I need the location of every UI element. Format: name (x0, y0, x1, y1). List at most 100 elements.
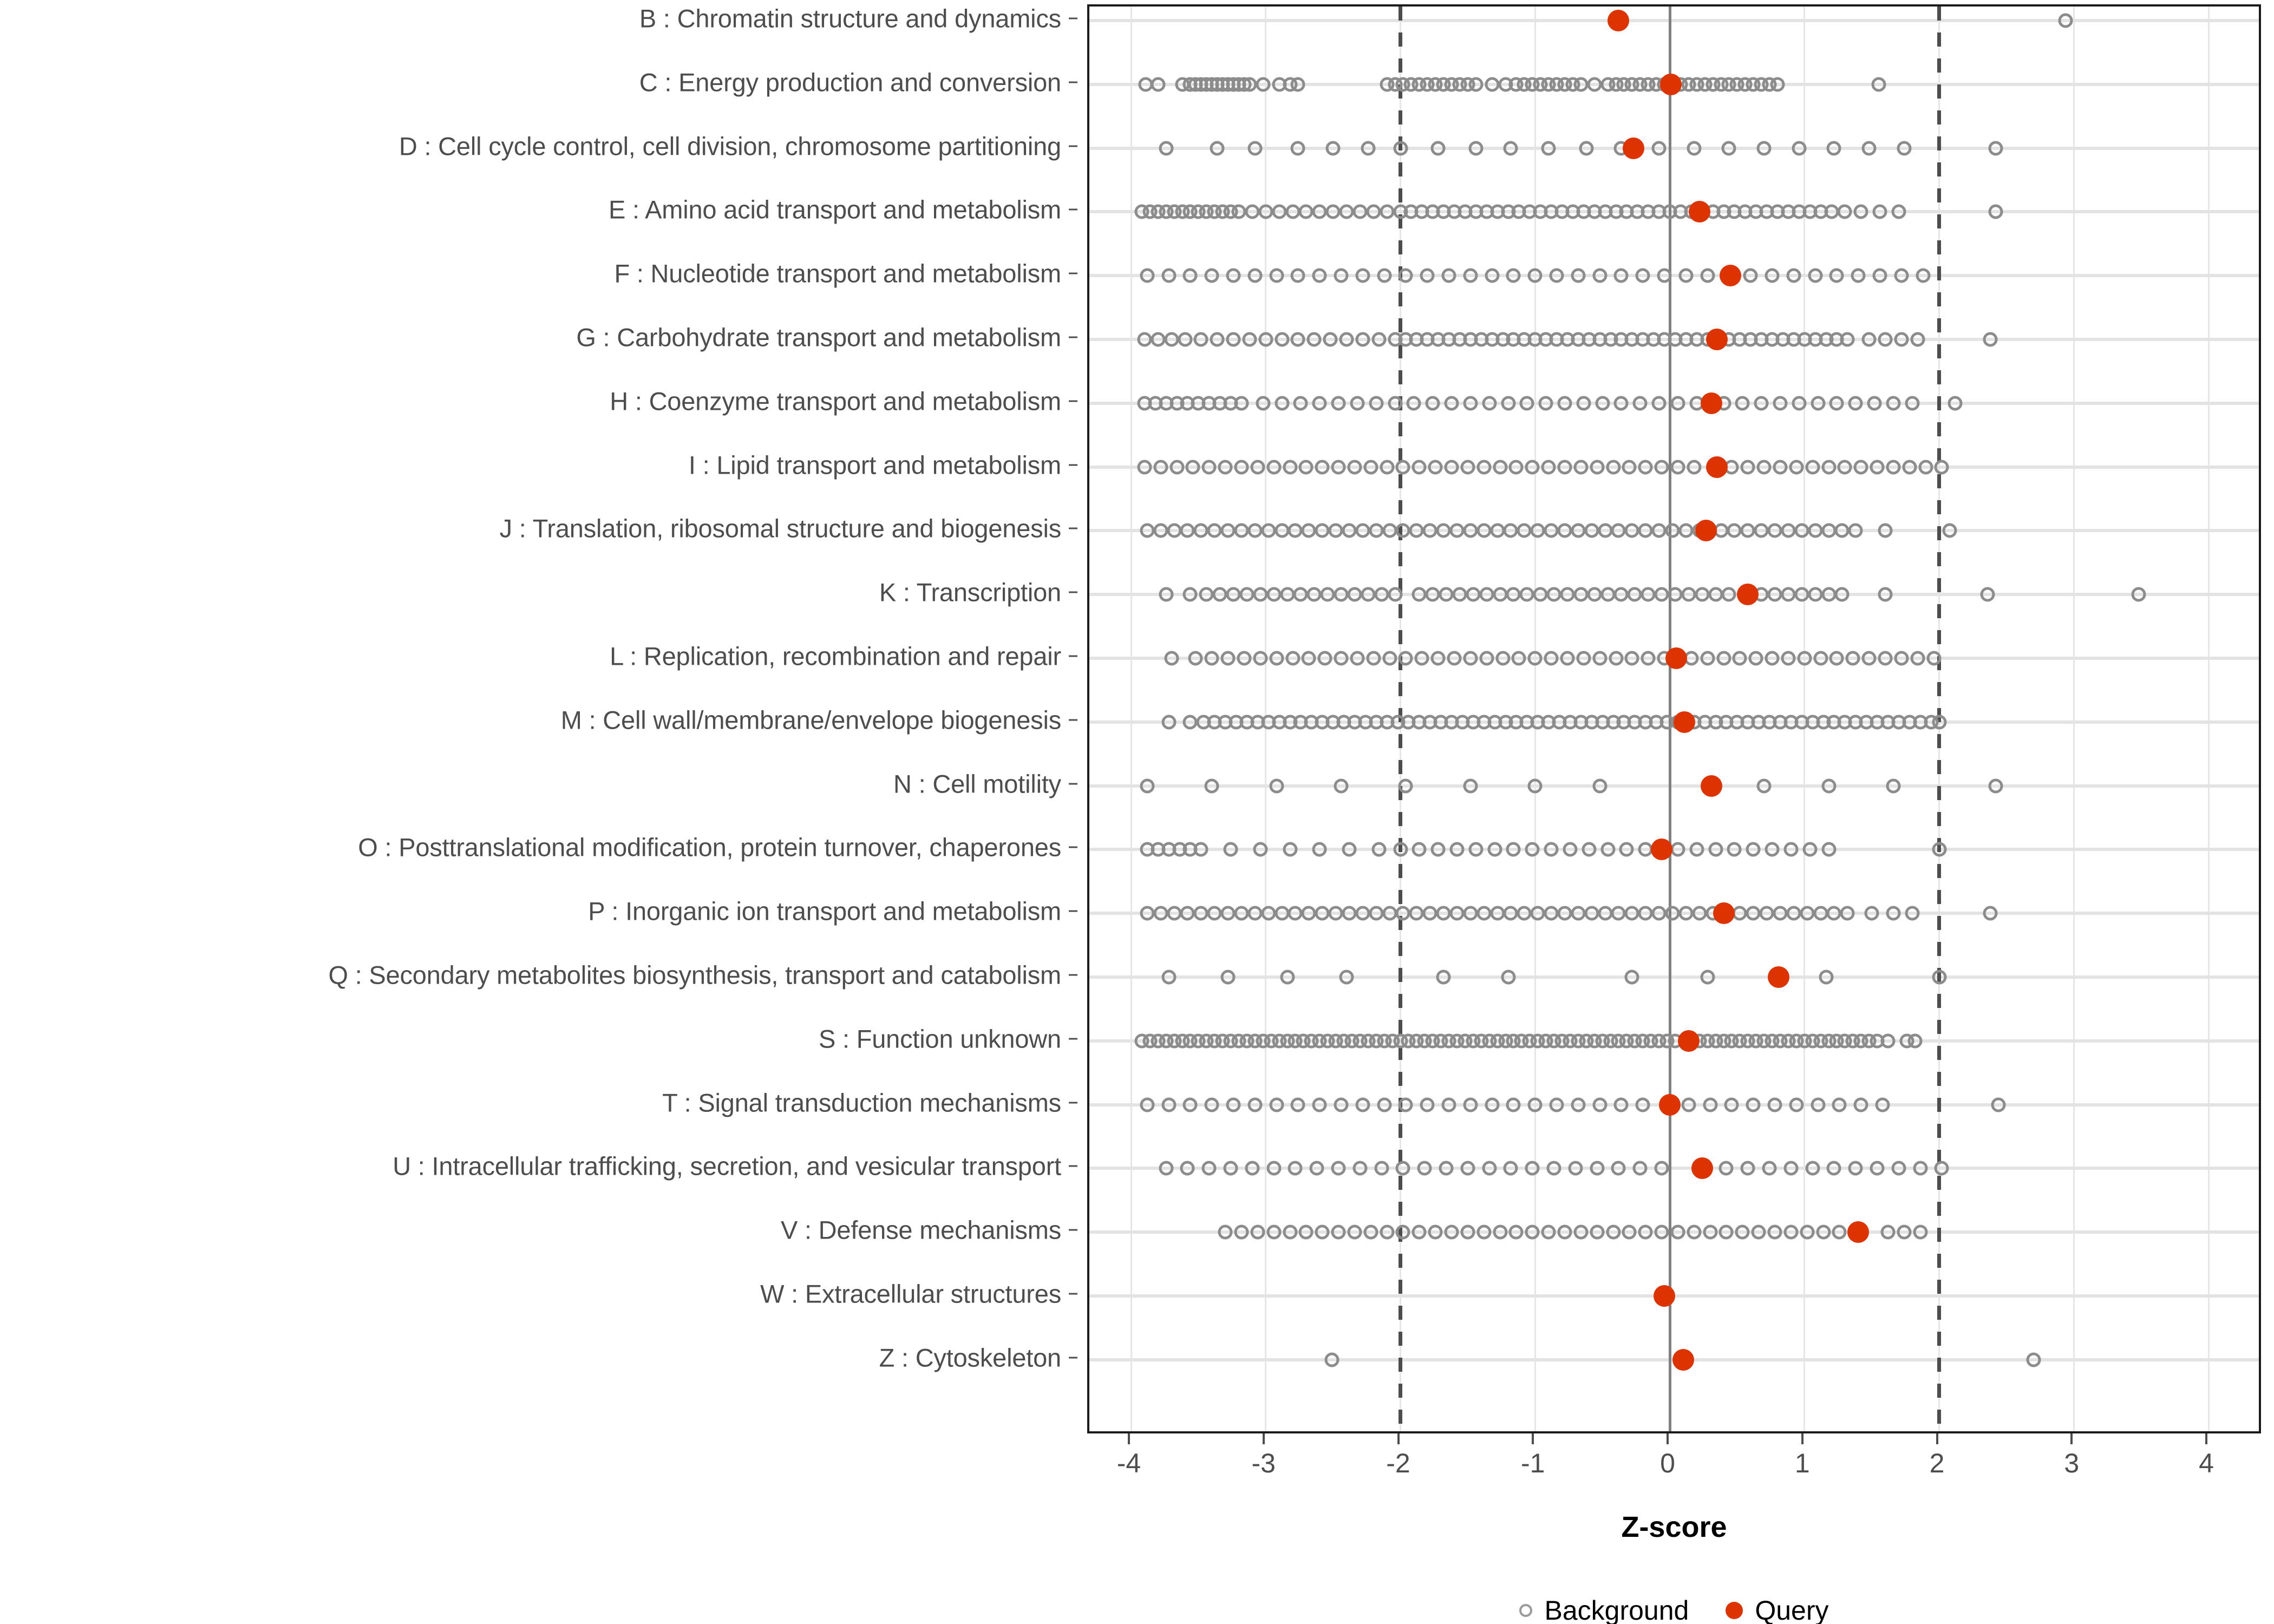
background-point (1606, 460, 1621, 475)
background-point (1485, 268, 1500, 283)
background-point (1315, 1224, 1330, 1240)
x-axis-tick (1667, 1433, 1669, 1444)
background-point (1541, 460, 1556, 475)
background-point (1463, 396, 1478, 411)
background-point (1905, 396, 1920, 411)
background-point (1161, 1097, 1177, 1112)
query-point[interactable] (1701, 775, 1723, 797)
query-point[interactable] (1691, 1157, 1713, 1180)
background-point (1374, 587, 1389, 602)
background-point (1226, 332, 1241, 347)
background-point (1557, 396, 1572, 411)
query-point[interactable] (1622, 137, 1644, 159)
background-point (1280, 970, 1295, 985)
background-point (1813, 906, 1828, 921)
background-point (1638, 1224, 1653, 1240)
background-point (1613, 396, 1629, 411)
background-point (1703, 1097, 1718, 1112)
background-point (1395, 523, 1410, 538)
background-point (1169, 460, 1185, 475)
legend-item-background[interactable]: Background (1519, 1595, 1689, 1624)
background-point (1538, 396, 1553, 411)
background-point (1245, 204, 1260, 219)
y-axis-label: I : Lipid transport and metabolism (688, 450, 1061, 480)
vertical-gridline (2073, 6, 2075, 1431)
x-axis-tick (1128, 1433, 1130, 1444)
background-point (1622, 1224, 1637, 1240)
query-point[interactable] (1695, 520, 1717, 542)
query-point[interactable] (1713, 902, 1735, 925)
query-point[interactable] (1719, 265, 1741, 287)
query-point[interactable] (1665, 647, 1688, 669)
background-point (1414, 651, 1429, 666)
background-point (1821, 842, 1837, 857)
y-axis-label: T : Signal transduction mechanisms (662, 1088, 1061, 1117)
background-point (1681, 1097, 1696, 1112)
background-point (1339, 332, 1354, 347)
background-point (1800, 906, 1815, 921)
background-point (1493, 587, 1508, 602)
query-point[interactable] (1674, 711, 1696, 733)
y-axis-tick (1069, 910, 1077, 912)
query-point[interactable] (1677, 1030, 1700, 1052)
background-point (1226, 268, 1241, 283)
query-point[interactable] (1768, 966, 1790, 988)
background-point (1210, 141, 1225, 156)
query-point[interactable] (1659, 1093, 1681, 1116)
query-point[interactable] (1847, 1221, 1870, 1243)
background-point (1395, 1224, 1410, 1240)
background-point (1851, 268, 1866, 283)
background-point (1932, 970, 1946, 985)
background-point (1767, 587, 1782, 602)
background-point (1786, 268, 1801, 283)
background-point (1355, 523, 1370, 538)
background-point (1369, 523, 1384, 538)
background-point (1746, 1097, 1761, 1112)
background-point (1285, 204, 1300, 219)
background-point (1476, 523, 1492, 538)
background-point (1380, 460, 1395, 475)
horizontal-gridline (1089, 975, 2259, 979)
query-point[interactable] (1654, 1285, 1676, 1307)
background-point (1600, 842, 1616, 857)
background-point (1398, 778, 1413, 794)
background-point (1878, 587, 1893, 602)
background-point (1773, 906, 1788, 921)
background-point (1592, 651, 1608, 666)
background-point (1573, 460, 1589, 475)
background-point (1651, 396, 1667, 411)
query-point[interactable] (1701, 392, 1723, 414)
background-point (1204, 778, 1219, 794)
background-point (1797, 651, 1812, 666)
query-point[interactable] (1737, 584, 1759, 606)
background-point (1301, 523, 1316, 538)
background-point (1557, 906, 1572, 921)
query-point[interactable] (1608, 10, 1630, 31)
background-point (1525, 1161, 1540, 1176)
query-point[interactable] (1660, 73, 1682, 95)
background-point (1460, 460, 1475, 475)
query-point[interactable] (1706, 456, 1728, 478)
query-point[interactable] (1672, 1348, 1694, 1371)
legend-item-query[interactable]: Query (1726, 1595, 1829, 1624)
query-point[interactable] (1688, 201, 1710, 223)
query-point[interactable] (1706, 329, 1728, 350)
background-point (1832, 1097, 1847, 1112)
legend-label-background: Background (1544, 1595, 1689, 1624)
background-point (1832, 1224, 1847, 1240)
background-point (1140, 1097, 1155, 1112)
background-point (1339, 204, 1354, 219)
y-axis-label: U : Intracellular trafficking, secretion… (393, 1151, 1061, 1181)
y-axis-label: O : Posttranslational modification, prot… (358, 833, 1061, 862)
background-point (1306, 587, 1322, 602)
horizontal-gridline (1089, 274, 2259, 278)
background-point (1527, 778, 1543, 794)
background-point (1436, 523, 1451, 538)
background-point (1247, 268, 1263, 283)
background-point (1193, 906, 1208, 921)
background-point (1506, 842, 1521, 857)
background-point (1298, 204, 1314, 219)
query-point[interactable] (1651, 839, 1673, 861)
background-point (1840, 332, 1855, 347)
background-point (1635, 1097, 1650, 1112)
